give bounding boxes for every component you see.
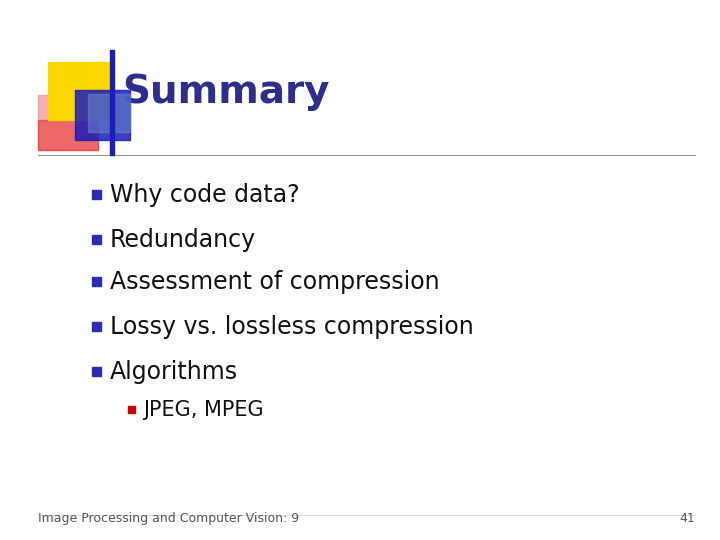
Bar <box>38 95 98 150</box>
Bar <box>88 94 130 132</box>
Text: Redundancy: Redundancy <box>110 228 256 252</box>
Text: Assessment of compression: Assessment of compression <box>110 270 440 294</box>
Text: Lossy vs. lossless compression: Lossy vs. lossless compression <box>110 315 474 339</box>
Text: Algorithms: Algorithms <box>110 360 238 384</box>
Bar <box>92 235 101 244</box>
Text: Why code data?: Why code data? <box>110 183 300 207</box>
Bar <box>92 322 101 331</box>
Bar <box>128 406 135 413</box>
Text: Summary: Summary <box>122 73 330 111</box>
Bar <box>92 277 101 286</box>
Text: Image Processing and Computer Vision: 9: Image Processing and Computer Vision: 9 <box>38 512 299 525</box>
Bar <box>75 90 130 140</box>
Text: JPEG, MPEG: JPEG, MPEG <box>143 400 264 420</box>
Bar <box>38 120 98 150</box>
Text: 41: 41 <box>679 512 695 525</box>
Bar <box>92 190 101 199</box>
Bar <box>48 62 113 120</box>
Bar <box>110 50 114 155</box>
Bar <box>92 367 101 376</box>
